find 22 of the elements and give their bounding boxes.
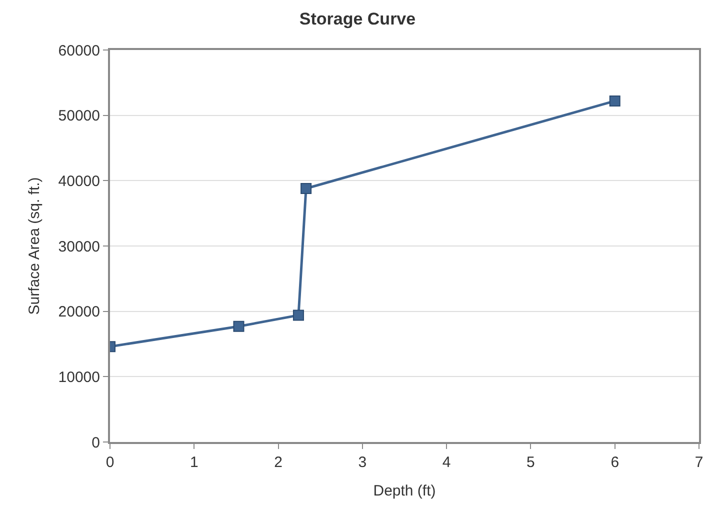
chart-title: Storage Curve: [299, 10, 416, 29]
x-axis-title: Depth (ft): [373, 482, 436, 500]
point: [233, 320, 244, 332]
point: [300, 183, 312, 194]
x-tick-label: 2: [274, 454, 282, 471]
point: [292, 310, 304, 321]
x-tick-label: 7: [694, 454, 704, 471]
x-tick-label: 4: [442, 454, 451, 471]
y-tick-label: 10000: [58, 368, 100, 386]
x-tick-label: 0: [106, 454, 114, 471]
point: [609, 95, 620, 106]
y-tick-label: 20000: [58, 304, 100, 321]
x-tick-label: 5: [526, 454, 535, 471]
y-tick-label: 60000: [58, 42, 100, 60]
x-tick-label: 3: [358, 454, 367, 471]
x-tick-label: 1: [190, 454, 198, 471]
y-axis-title: Surface Area (sq. ft.): [26, 177, 44, 315]
x-tick-label: 6: [610, 454, 620, 471]
y-tick-label: 0: [92, 434, 100, 452]
y-tick-label: 40000: [58, 172, 100, 190]
y-tick-label: 30000: [58, 238, 100, 256]
y-tick-label: 50000: [58, 108, 100, 125]
